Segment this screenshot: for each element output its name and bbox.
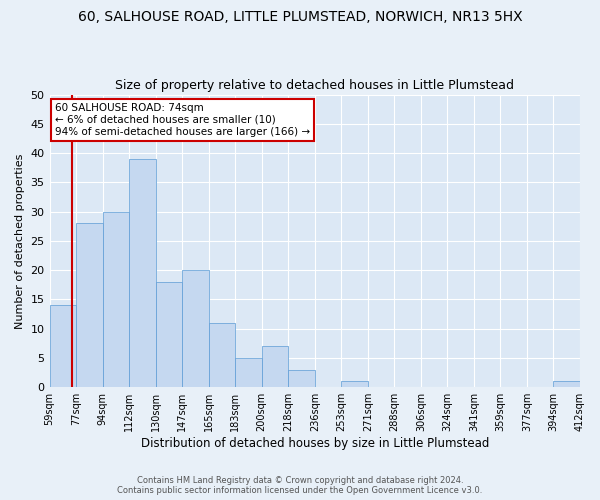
Bar bbox=[235, 358, 262, 387]
Bar bbox=[341, 382, 368, 387]
Text: Contains HM Land Registry data © Crown copyright and database right 2024.
Contai: Contains HM Land Registry data © Crown c… bbox=[118, 476, 482, 495]
Bar bbox=[262, 346, 288, 387]
Y-axis label: Number of detached properties: Number of detached properties bbox=[15, 153, 25, 328]
Text: 60, SALHOUSE ROAD, LITTLE PLUMSTEAD, NORWICH, NR13 5HX: 60, SALHOUSE ROAD, LITTLE PLUMSTEAD, NOR… bbox=[77, 10, 523, 24]
Bar bbox=[50, 306, 76, 387]
Bar bbox=[209, 323, 235, 387]
Bar bbox=[288, 370, 315, 387]
Bar bbox=[182, 270, 209, 387]
Text: 60 SALHOUSE ROAD: 74sqm
← 6% of detached houses are smaller (10)
94% of semi-det: 60 SALHOUSE ROAD: 74sqm ← 6% of detached… bbox=[55, 104, 310, 136]
Title: Size of property relative to detached houses in Little Plumstead: Size of property relative to detached ho… bbox=[115, 79, 514, 92]
Bar bbox=[553, 382, 580, 387]
Bar bbox=[155, 282, 182, 387]
Bar bbox=[103, 212, 129, 387]
X-axis label: Distribution of detached houses by size in Little Plumstead: Distribution of detached houses by size … bbox=[140, 437, 489, 450]
Bar bbox=[129, 159, 155, 387]
Bar bbox=[76, 224, 103, 387]
